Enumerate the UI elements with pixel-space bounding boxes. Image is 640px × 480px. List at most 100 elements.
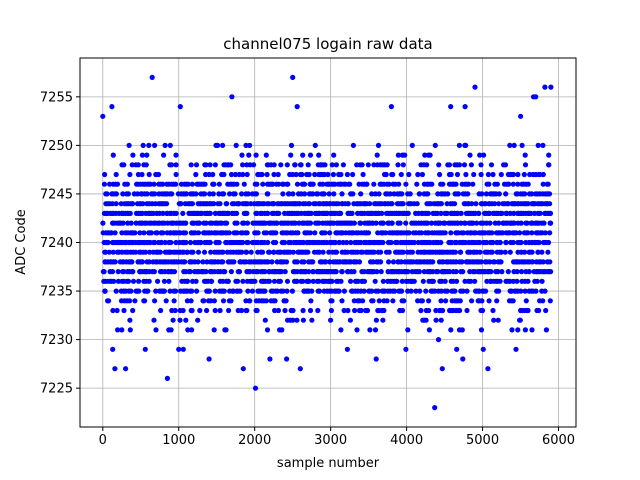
data-point <box>453 269 459 275</box>
data-point <box>310 278 316 284</box>
data-point <box>201 249 208 255</box>
data-point <box>448 230 454 236</box>
data-point <box>316 152 322 158</box>
data-point <box>543 327 550 333</box>
data-point <box>529 249 535 255</box>
x-tick-label: 0 <box>99 433 107 448</box>
data-point <box>253 152 259 158</box>
data-point <box>525 230 531 236</box>
data-point <box>200 259 206 265</box>
data-point <box>518 220 524 226</box>
data-point <box>515 181 521 187</box>
data-point <box>285 181 291 187</box>
data-point <box>254 307 260 314</box>
data-point <box>524 220 530 226</box>
data-point <box>513 230 519 236</box>
data-point <box>344 239 350 246</box>
data-point <box>262 269 268 275</box>
data-point <box>370 298 376 304</box>
data-point <box>201 298 207 304</box>
data-point <box>103 249 109 255</box>
data-point <box>320 249 326 255</box>
data-point <box>121 307 127 314</box>
data-point <box>124 181 130 187</box>
data-point <box>307 230 313 236</box>
data-point <box>166 278 172 284</box>
data-point <box>300 317 306 323</box>
data-point <box>306 269 312 275</box>
data-point <box>294 104 300 110</box>
data-point <box>158 239 164 246</box>
data-point <box>176 346 182 352</box>
data-point <box>275 171 281 178</box>
data-point <box>252 385 259 391</box>
data-point <box>456 162 463 168</box>
data-point <box>525 181 531 187</box>
data-point <box>476 210 482 216</box>
data-point <box>109 201 115 207</box>
data-point <box>183 220 189 226</box>
data-point <box>195 259 201 265</box>
data-point <box>327 230 333 236</box>
data-point <box>190 249 196 255</box>
data-point <box>455 191 462 197</box>
data-point <box>519 142 525 148</box>
data-point <box>389 220 395 226</box>
data-point <box>106 249 112 255</box>
data-point <box>212 307 218 314</box>
data-point <box>488 162 495 168</box>
data-point <box>307 152 314 158</box>
data-point <box>380 278 386 284</box>
data-point <box>477 239 483 246</box>
data-point <box>123 366 129 372</box>
data-point <box>331 191 337 197</box>
data-point <box>438 288 444 294</box>
data-point <box>348 239 354 246</box>
data-point <box>294 317 300 323</box>
data-point <box>426 327 432 333</box>
data-point <box>210 171 216 178</box>
data-point <box>241 181 247 187</box>
data-point <box>185 181 191 187</box>
data-point <box>402 152 408 158</box>
data-point <box>189 327 195 333</box>
data-point <box>466 181 472 187</box>
data-point <box>433 317 439 323</box>
data-point <box>397 220 403 226</box>
data-point <box>438 298 444 304</box>
data-point <box>223 327 229 333</box>
data-point <box>198 239 204 246</box>
data-point <box>322 162 328 168</box>
data-point <box>185 327 191 333</box>
data-point <box>327 259 333 265</box>
data-point <box>464 288 470 294</box>
data-point <box>113 201 119 207</box>
data-point <box>542 84 548 90</box>
data-point <box>518 239 524 246</box>
data-point <box>240 171 246 178</box>
data-point <box>215 142 221 148</box>
data-point <box>454 346 460 352</box>
data-point <box>474 220 480 226</box>
data-point <box>177 317 183 323</box>
data-point <box>127 317 133 323</box>
data-point <box>390 259 397 265</box>
data-point <box>398 171 404 178</box>
data-point <box>539 278 545 284</box>
data-point <box>472 278 478 284</box>
data-point <box>262 288 268 294</box>
data-point <box>164 201 170 207</box>
data-point <box>376 191 382 197</box>
data-point <box>364 307 371 314</box>
data-point <box>361 288 367 294</box>
data-point <box>183 239 189 246</box>
data-point <box>234 181 240 187</box>
data-point <box>518 288 524 294</box>
data-point <box>453 259 459 265</box>
data-point <box>206 288 212 294</box>
data-point <box>309 288 315 294</box>
data-point <box>490 239 496 246</box>
data-point <box>160 181 166 187</box>
data-point <box>226 230 232 236</box>
data-point <box>101 181 107 187</box>
